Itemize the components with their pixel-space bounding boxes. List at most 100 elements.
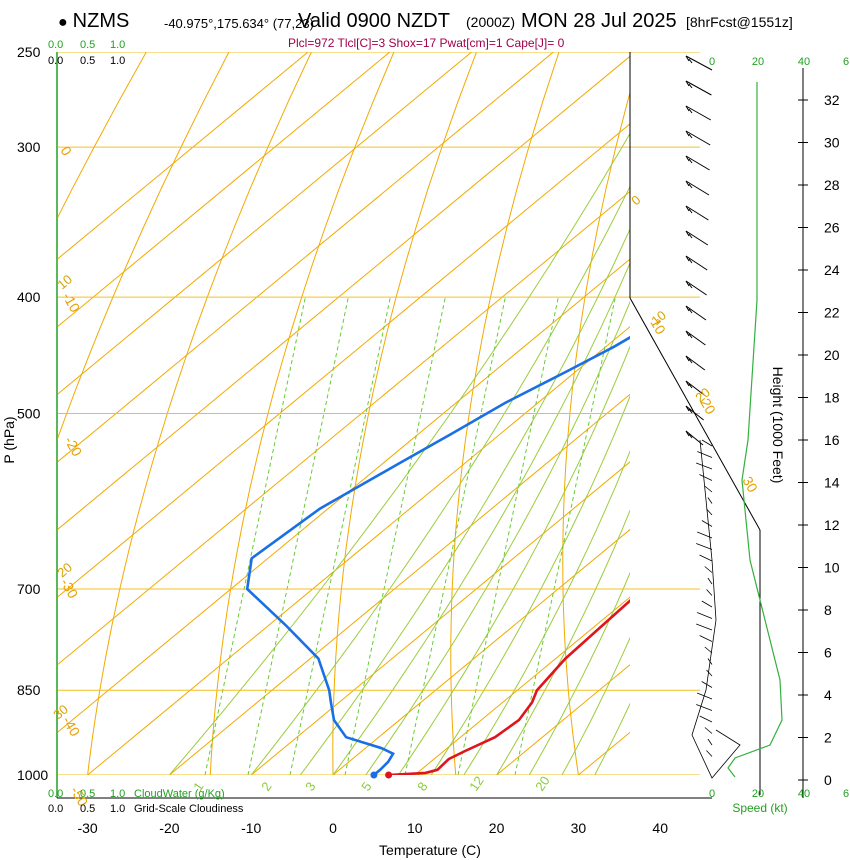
- cloud-top-green-label: 0.5: [80, 39, 95, 51]
- wind-barb-flag: [685, 230, 690, 237]
- mixing-ratio-label: 12: [466, 773, 487, 793]
- wind-barb: [685, 180, 710, 196]
- wind-barb-flag: [688, 408, 693, 414]
- height-axis-title: Height (1000 Feet): [770, 367, 786, 484]
- height-tick-label: 2: [824, 730, 832, 746]
- wind-barb: [699, 554, 713, 562]
- mixing-ratio-label: 5: [358, 779, 374, 794]
- wind-barb: [707, 577, 713, 585]
- wind-speed-trace: [727, 82, 783, 778]
- station-dot-icon: ●: [58, 14, 68, 31]
- wind-speed-top-tick: 0: [709, 56, 715, 68]
- mixing-ratio-label: 3: [302, 779, 318, 794]
- cloud-top-green-label: 0.0: [48, 39, 63, 51]
- wind-barb-flag: [688, 308, 693, 314]
- dry-adiabat: [332, 52, 477, 775]
- wind-barb-flag: [688, 133, 693, 139]
- dry-adiabat: [87, 52, 312, 775]
- mixing-ratio-line: [247, 297, 349, 775]
- wind-barb: [696, 543, 713, 550]
- cloud-top-green-label: 1.0: [110, 39, 125, 51]
- wind-barb-flag: [685, 405, 690, 412]
- wind-barb: [704, 727, 713, 734]
- wind-barb-flag: [685, 380, 690, 387]
- wind-barb-flag: [688, 108, 693, 114]
- height-tick-label: 10: [824, 560, 840, 576]
- dewpoint-surface-point: [370, 771, 378, 779]
- wind-barb: [706, 750, 713, 757]
- isotherm-line: [414, 596, 630, 775]
- pressure-tick-label: 850: [17, 682, 41, 698]
- mixing-ratio-line: [289, 297, 391, 775]
- forecast-info: [8hrFcst@1551z]: [686, 14, 793, 30]
- dry-adiabat-label: 0: [628, 192, 643, 208]
- wind-barb: [696, 704, 713, 711]
- wind-barb-flag: [685, 180, 690, 187]
- temperature-tick-label: 40: [652, 820, 668, 836]
- moist-adiabat: [561, 636, 630, 775]
- cloud-bottom-green-label: 0.0: [48, 788, 63, 800]
- wind-barb: [697, 451, 713, 458]
- wind-barb: [685, 205, 709, 221]
- wind-barb: [685, 155, 710, 171]
- wind-barb: [696, 692, 713, 700]
- wind-speed-top-tick: 20: [752, 56, 764, 68]
- height-tick-label: 18: [824, 390, 840, 406]
- station-title: ● NZMS: [58, 10, 129, 33]
- temperature-tick-label: -30: [77, 820, 97, 836]
- height-tick-label: 26: [824, 220, 840, 236]
- wind-barb-flag: [685, 280, 690, 287]
- valid-date: MON 28 Jul 2025: [521, 10, 677, 32]
- wind-barb: [699, 715, 713, 723]
- wind-speed-axis-title: Speed (kt): [732, 801, 787, 815]
- wind-barb: [685, 330, 706, 346]
- isotherm-line: [332, 528, 630, 775]
- temperature-surface-point: [385, 771, 393, 779]
- mixing-ratio-line: [404, 297, 506, 775]
- mixing-ratio-line: [344, 297, 446, 775]
- isotherm-label: 20: [697, 396, 719, 418]
- wind-barb-flag: [685, 55, 690, 62]
- wind-barb: [685, 230, 709, 246]
- pressure-tick-label: 1000: [17, 767, 48, 783]
- wind-barb-flag: [688, 58, 693, 64]
- height-tick-label: 30: [824, 135, 840, 151]
- wind-barb-flag: [685, 155, 690, 162]
- pressure-tick-label: 250: [17, 44, 41, 60]
- wind-barb: [696, 462, 713, 470]
- sounding-indices: Plcl=972 Tlcl[C]=3 Shox=17 Pwat[cm]=1 Ca…: [288, 36, 565, 50]
- wind-barb-flag: [685, 330, 690, 337]
- temperature-axis-title: Temperature (C): [379, 842, 481, 858]
- grid-cloudiness-label: Grid-Scale Cloudiness: [134, 803, 244, 815]
- wind-barb: [697, 612, 713, 619]
- wind-barb-flag: [688, 283, 693, 289]
- pressure-axis-title: P (hPa): [1, 416, 17, 463]
- moist-adiabat: [299, 228, 630, 775]
- wind-barb: [706, 669, 713, 677]
- wind-barb: [707, 738, 713, 746]
- height-tick-label: 8: [824, 602, 832, 618]
- height-tick-label: 12: [824, 517, 840, 533]
- isotherm-label: 10: [647, 316, 669, 338]
- moist-adiabat: [365, 300, 630, 775]
- dewpoint-line: [245, 335, 630, 775]
- wind-barb-flag: [685, 80, 690, 87]
- moist-adiabat: [169, 132, 630, 775]
- wind-speed-bottom-tick: 20: [752, 788, 764, 800]
- temperature-tick-label: 20: [489, 820, 505, 836]
- pressure-tick-label: 300: [17, 139, 41, 155]
- valid-time: Valid 0900 NZDT: [298, 10, 450, 32]
- wind-barb: [685, 305, 707, 321]
- wind-barb: [685, 280, 707, 296]
- wind-barb: [685, 380, 705, 396]
- grid-lines-wide: [58, 52, 700, 775]
- dry-adiabat: [450, 52, 560, 775]
- isotherm-label: -30: [57, 576, 81, 602]
- wind-barb-flag: [688, 433, 693, 439]
- wind-barb: [704, 646, 713, 654]
- wind-barb-flag: [685, 130, 690, 137]
- temperature-tick-label: -20: [159, 820, 179, 836]
- isotherm-label: 0: [57, 144, 75, 159]
- wind-barb-flag: [685, 430, 690, 437]
- mixing-ratio-line: [514, 297, 616, 775]
